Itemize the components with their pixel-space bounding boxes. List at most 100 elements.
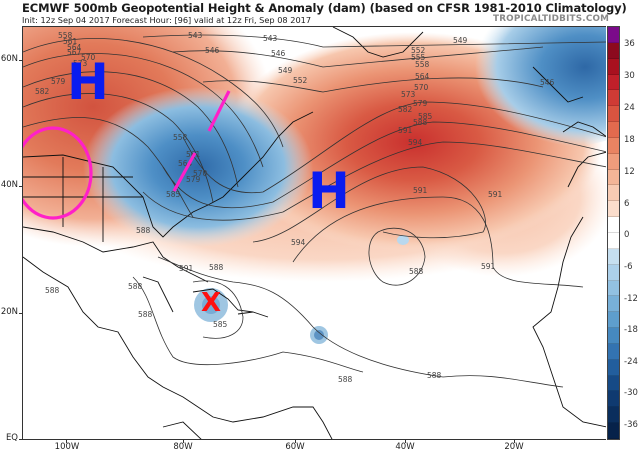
- svg-text:564: 564: [178, 159, 193, 168]
- y-tick-60n: [19, 60, 22, 61]
- svg-text:558: 558: [173, 133, 188, 142]
- colorbar-segment: [608, 137, 619, 154]
- height-contours: [23, 34, 606, 388]
- svg-text:588: 588: [138, 310, 153, 319]
- colorbar-segment: [608, 407, 619, 424]
- svg-text:546: 546: [205, 46, 220, 55]
- svg-text:582: 582: [398, 105, 413, 114]
- svg-text:594: 594: [291, 238, 306, 247]
- svg-text:558: 558: [415, 60, 430, 69]
- svg-text:555: 555: [411, 53, 426, 62]
- y-label-60n: 60N: [0, 54, 18, 64]
- svg-text:552: 552: [411, 46, 426, 55]
- colorbar-label: 6: [624, 199, 630, 209]
- brand-watermark: TROPICALTIDBITS.COM: [493, 14, 610, 24]
- svg-text:570: 570: [414, 83, 429, 92]
- colorbar-segment: [608, 27, 619, 43]
- svg-text:543: 543: [263, 34, 278, 43]
- contour-labels: 543 546 543 546 549 552 549 552 555 558 …: [35, 31, 555, 384]
- trough-axis-line-north: [207, 90, 231, 132]
- x-label-60w: 60W: [285, 442, 305, 452]
- svg-text:579: 579: [186, 175, 201, 184]
- y-label-40n: 40N: [0, 180, 18, 190]
- svg-text:588: 588: [409, 267, 424, 276]
- map-plot-area: 543 546 543 546 549 552 549 552 555 558 …: [22, 26, 606, 440]
- colorbar-segment: [608, 58, 619, 75]
- colorbar-segment: [608, 343, 619, 360]
- colorbar-segment: [608, 312, 619, 329]
- colorbar-label: 24: [624, 103, 635, 113]
- colorbar-label: -12: [624, 294, 638, 304]
- y-label-20n: 20N: [0, 307, 18, 317]
- colorbar-segment: [608, 90, 619, 107]
- trough-axis-line-south: [172, 152, 197, 192]
- y-label-eq: EQ: [5, 433, 18, 443]
- svg-text:585: 585: [213, 320, 228, 329]
- svg-text:579: 579: [413, 99, 428, 108]
- colorbar-segment: [608, 375, 619, 392]
- colorbar-segment: [608, 153, 619, 170]
- svg-text:564: 564: [67, 43, 82, 52]
- colorbar-segment: [608, 280, 619, 297]
- svg-text:549: 549: [453, 36, 468, 45]
- svg-text:561: 561: [63, 37, 78, 46]
- x-label-80w: 80W: [173, 442, 193, 452]
- colorbar-segment: [608, 185, 619, 202]
- svg-text:579: 579: [51, 77, 66, 86]
- x-label-100w: 100W: [54, 442, 80, 452]
- colorbar-segment: [608, 248, 619, 265]
- svg-text:588: 588: [45, 286, 60, 295]
- svg-text:543: 543: [188, 31, 203, 40]
- colorbar-label: -30: [624, 388, 638, 398]
- svg-text:591: 591: [481, 262, 496, 271]
- x-tick-80w: [183, 440, 184, 443]
- svg-text:567: 567: [67, 48, 82, 57]
- colorbar-segment: [608, 122, 619, 138]
- svg-text:546: 546: [271, 49, 286, 58]
- svg-text:588: 588: [136, 226, 151, 235]
- svg-text:585: 585: [418, 112, 433, 121]
- colorbar-segment: [608, 423, 619, 439]
- y-tick-eq: [19, 439, 22, 440]
- storm-x-marker: X: [201, 288, 222, 318]
- colorbar-segment: [608, 359, 619, 376]
- colorbar-label: -18: [624, 325, 638, 335]
- x-tick-100w: [66, 440, 67, 443]
- svg-text:591: 591: [398, 126, 413, 135]
- svg-text:591: 591: [488, 190, 503, 199]
- high-pressure-marker-atlantic: H: [308, 162, 350, 220]
- svg-text:546: 546: [540, 78, 555, 87]
- svg-text:591: 591: [413, 186, 428, 195]
- colorbar-segment: [608, 74, 619, 91]
- colorbar-label: 36: [624, 39, 635, 49]
- colorbar-segment: [608, 391, 619, 408]
- colorbar-segment: [608, 328, 619, 344]
- svg-text:588: 588: [427, 371, 442, 380]
- coastlines: [23, 27, 606, 439]
- colorbar-label: 30: [624, 71, 635, 81]
- svg-text:549: 549: [278, 66, 293, 75]
- annotation-overlays: [23, 90, 231, 220]
- svg-text:585: 585: [166, 190, 181, 199]
- colorbar-segment: [608, 169, 619, 186]
- x-tick-20w: [514, 440, 515, 443]
- svg-text:594: 594: [408, 138, 423, 147]
- colorbar-label: -6: [624, 262, 633, 272]
- colorbar-segment: [608, 296, 619, 313]
- svg-text:582: 582: [35, 87, 50, 96]
- x-tick-40w: [405, 440, 406, 443]
- anomaly-shading: [23, 27, 606, 344]
- svg-text:591: 591: [179, 264, 194, 273]
- colorbar-segment: [608, 201, 619, 218]
- colorbar-segment: [608, 106, 619, 123]
- svg-text:573: 573: [73, 59, 88, 68]
- colorbar-label: -36: [624, 420, 638, 430]
- x-tick-60w: [295, 440, 296, 443]
- colorbar-segment: [608, 264, 619, 281]
- colorbar: [607, 26, 620, 440]
- svg-text:573: 573: [401, 90, 416, 99]
- x-label-20w: 20W: [504, 442, 524, 452]
- svg-text:588: 588: [128, 282, 143, 291]
- map-canvas: 543 546 543 546 549 552 549 552 555 558 …: [23, 27, 606, 439]
- svg-text:570: 570: [193, 169, 208, 178]
